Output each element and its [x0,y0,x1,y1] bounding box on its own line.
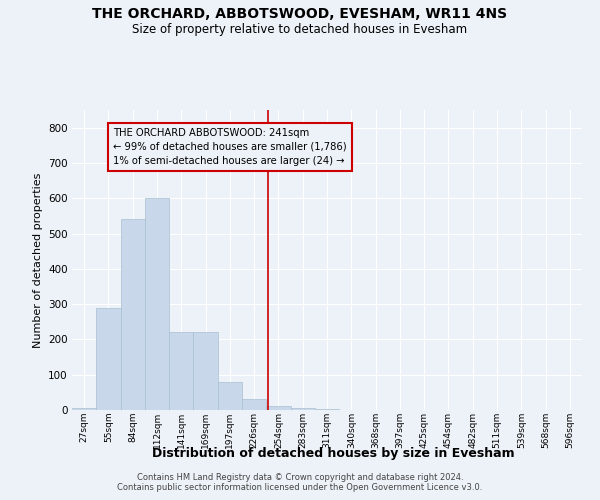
Bar [290,408,315,410]
Text: Contains HM Land Registry data © Crown copyright and database right 2024.
Contai: Contains HM Land Registry data © Crown c… [118,473,482,492]
Bar [218,382,242,410]
Text: Size of property relative to detached houses in Evesham: Size of property relative to detached ho… [133,22,467,36]
Bar [266,406,290,410]
Bar [193,332,218,410]
Bar [96,308,121,410]
Bar [169,332,193,410]
Bar [121,220,145,410]
Bar [72,408,96,410]
Text: THE ORCHARD, ABBOTSWOOD, EVESHAM, WR11 4NS: THE ORCHARD, ABBOTSWOOD, EVESHAM, WR11 4… [92,8,508,22]
Y-axis label: Number of detached properties: Number of detached properties [32,172,43,348]
Text: Distribution of detached houses by size in Evesham: Distribution of detached houses by size … [152,448,514,460]
Bar [242,400,266,410]
Bar [145,198,169,410]
Text: THE ORCHARD ABBOTSWOOD: 241sqm
← 99% of detached houses are smaller (1,786)
1% o: THE ORCHARD ABBOTSWOOD: 241sqm ← 99% of … [113,128,347,166]
